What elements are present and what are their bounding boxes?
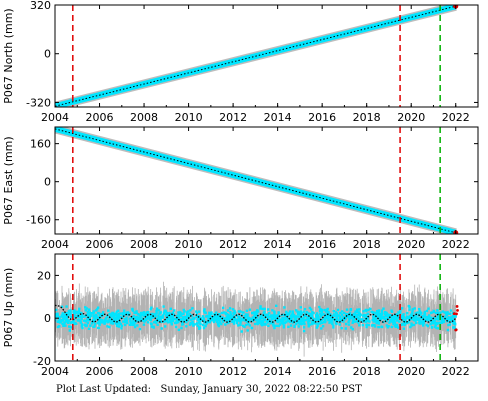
y-tick-label: 0: [44, 176, 51, 189]
x-tick-label: 2014: [264, 111, 292, 124]
x-tick-label: 2004: [41, 365, 69, 378]
y-tick-label: 20: [37, 269, 51, 282]
trend-line: [55, 304, 457, 323]
x-tick-label: 2010: [175, 111, 203, 124]
x-tick-label: 2018: [353, 365, 381, 378]
y-tick-label: -320: [26, 96, 51, 109]
x-tick-label: 2020: [397, 238, 425, 251]
recent-position: [455, 305, 459, 308]
x-tick-label: 2016: [308, 238, 336, 251]
recent-position: [456, 308, 459, 312]
x-tick-label: 2022: [442, 365, 470, 378]
panel-2: 2004 2006 2008 2010 2012 2014 2016 2018 2020 2022…: [2, 126, 479, 251]
plot-last-updated: Plot Last Updated: Sunday, January 30, 2…: [56, 384, 362, 395]
y-axis-label: P067 Up (mm): [2, 268, 15, 348]
x-tick-label: 2006: [86, 365, 114, 378]
x-tick-label: 2008: [130, 365, 158, 378]
recent-position: [452, 312, 456, 316]
plot-frame: [54, 253, 479, 362]
panel-1-data: [55, 5, 459, 107]
x-tick-label: 2008: [130, 111, 158, 124]
x-tick-label: 2006: [86, 238, 114, 251]
y-axis-label: P067 North (mm): [2, 8, 15, 103]
recent-position: [454, 328, 458, 332]
x-tick-label: 2012: [219, 365, 247, 378]
y-tick-label: 0: [44, 312, 51, 325]
panel-1: 2004 2006 2008 2010 2012 2014 2016 2018 2020 2022…: [2, 0, 479, 124]
x-tick-label: 2004: [41, 238, 69, 251]
y-tick-label: 0: [44, 48, 51, 61]
x-tick-label: 2010: [175, 365, 203, 378]
x-tick-label: 2004: [41, 111, 69, 124]
x-tick-label: 2022: [442, 111, 470, 124]
x-tick-label: 2014: [264, 365, 292, 378]
recent-position: [455, 312, 458, 316]
x-tick-label: 2008: [130, 238, 158, 251]
y-tick-label: -20: [33, 355, 51, 368]
x-tick-label: 2012: [219, 111, 247, 124]
plot-last-updated-timestamp: Sunday, January 30, 2022 08:22:50 PST: [160, 384, 362, 395]
plot-frame: [54, 126, 479, 235]
panel-2-data: [55, 127, 459, 234]
x-tick-label: 2022: [442, 238, 470, 251]
x-tick-label: 2010: [175, 238, 203, 251]
panel-3: 2004 2006 2008 2010 2012 2014 2016 2018 2020 2022…: [2, 253, 479, 378]
y-tick-label: -160: [26, 214, 51, 227]
trend-line: [55, 128, 456, 234]
x-tick-label: 2018: [353, 111, 381, 124]
x-tick-label: 2020: [397, 111, 425, 124]
x-tick-label: 2012: [219, 238, 247, 251]
trend-line: [55, 5, 456, 107]
x-tick-label: 2018: [353, 238, 381, 251]
plot-last-updated-label: Plot Last Updated:: [56, 384, 151, 395]
x-tick-label: 2016: [308, 111, 336, 124]
panel-3-data: [55, 254, 459, 361]
y-tick-label: 320: [30, 0, 51, 12]
x-tick-label: 2016: [308, 365, 336, 378]
x-tick-label: 2006: [86, 111, 114, 124]
plot-frame: [54, 4, 479, 108]
x-tick-label: 2014: [264, 238, 292, 251]
y-axis-label: P067 East (mm): [2, 136, 15, 224]
y-tick-label: 160: [30, 138, 51, 151]
daily-positions: [55, 304, 457, 333]
x-tick-label: 2020: [397, 365, 425, 378]
